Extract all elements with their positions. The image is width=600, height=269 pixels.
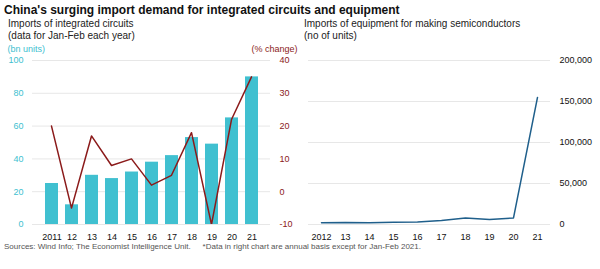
html-text:(data for Jan-Feb each year): (data for Jan-Feb each year) [8, 30, 135, 41]
html-text:*Data in right chart are annua: *Data in right chart are annual basis ex… [202, 242, 421, 251]
svg-text:0: 0 [280, 187, 285, 197]
svg-text:19: 19 [484, 232, 494, 242]
svg-text:(% change): (% change) [251, 44, 297, 54]
svg-text:20: 20 [227, 232, 237, 242]
html-text:Imports of equipment for makin: Imports of equipment for making semicond… [304, 18, 521, 29]
svg-text:12: 12 [67, 232, 77, 242]
svg-text:2011: 2011 [42, 232, 61, 242]
svg-text:21: 21 [532, 232, 542, 242]
svg-text:18: 18 [460, 232, 470, 242]
svg-text:200,000: 200,000 [560, 55, 593, 65]
svg-text:40: 40 [13, 154, 23, 164]
svg-text:80: 80 [13, 88, 23, 98]
svg-text:(bn units): (bn units) [8, 44, 46, 54]
svg-text:40: 40 [280, 55, 290, 65]
svg-text:150,000: 150,000 [560, 96, 593, 106]
html-text:Sources: Wind Info; The Econom: Sources: Wind Info; The Economist Intell… [4, 242, 191, 251]
svg-text:18: 18 [187, 232, 197, 242]
svg-text:17: 17 [436, 232, 446, 242]
html-text:(no of units): (no of units) [304, 30, 357, 41]
svg-text:60: 60 [13, 121, 23, 131]
svg-text:50,000: 50,000 [560, 178, 588, 188]
svg-text:20: 20 [280, 121, 290, 131]
html-text:China's surging import demand: China's surging import demand for integr… [4, 3, 400, 17]
svg-text:2012: 2012 [311, 232, 331, 242]
svg-text:21: 21 [247, 232, 257, 242]
svg-text:14: 14 [107, 232, 117, 242]
svg-text:20: 20 [508, 232, 518, 242]
svg-text:19: 19 [207, 232, 217, 242]
svg-text:14: 14 [364, 232, 374, 242]
svg-text:16: 16 [412, 232, 422, 242]
svg-text:10: 10 [280, 154, 290, 164]
svg-text:0: 0 [560, 219, 565, 229]
svg-text:15: 15 [388, 232, 398, 242]
svg-text:16: 16 [147, 232, 157, 242]
svg-text:15: 15 [127, 232, 137, 242]
svg-text:17: 17 [167, 232, 177, 242]
svg-text:100: 100 [8, 55, 23, 65]
svg-text:20: 20 [13, 187, 23, 197]
svg-text:0: 0 [18, 219, 23, 229]
svg-text:100,000: 100,000 [560, 137, 593, 147]
svg-text:13: 13 [340, 232, 350, 242]
svg-text:-10: -10 [280, 219, 293, 229]
svg-text:13: 13 [87, 232, 97, 242]
html-text:Imports of integrated circuits: Imports of integrated circuits [8, 18, 134, 29]
svg-text:30: 30 [280, 88, 290, 98]
